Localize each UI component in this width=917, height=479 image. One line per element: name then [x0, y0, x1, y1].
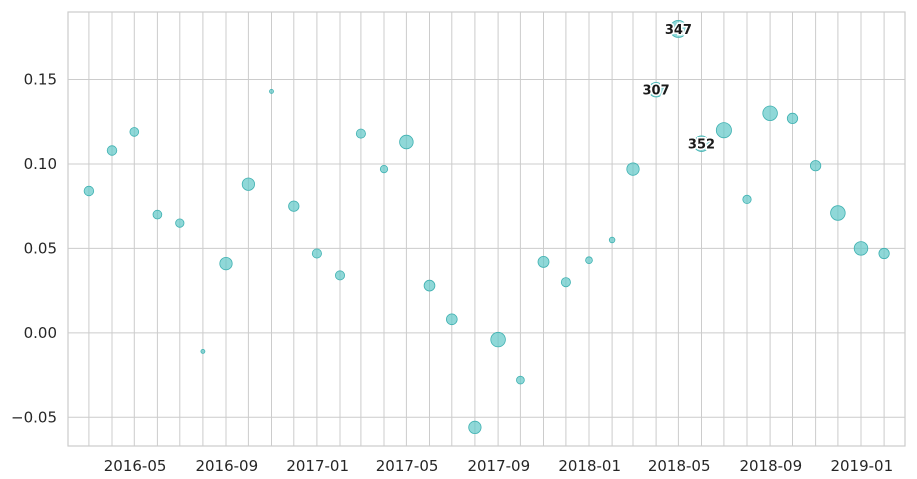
- data-label: 352: [688, 138, 715, 153]
- x-tick-label: 2017-05: [376, 457, 439, 475]
- scatter-point: [200, 348, 206, 354]
- scatter-point: [379, 165, 389, 174]
- x-tick-label: 2017-09: [467, 457, 530, 475]
- scatter-point: [445, 313, 458, 326]
- scatter-point: [786, 112, 799, 125]
- scatter-point: [288, 200, 300, 212]
- scatter-point: [762, 105, 778, 122]
- data-labels: 307 347 352: [641, 21, 717, 154]
- scatter-point: [693, 135, 710, 152]
- data-points: [83, 19, 890, 434]
- scatter-point: [648, 81, 664, 98]
- scatter-point: [608, 236, 616, 244]
- scatter-point: [175, 218, 185, 228]
- y-tick-label: 0.15: [24, 71, 57, 89]
- axes-frame: [67, 11, 906, 447]
- x-tick-label: 2019-01: [830, 457, 893, 475]
- grid: [68, 12, 905, 446]
- scatter-point: [129, 127, 140, 137]
- scatter-point: [878, 247, 890, 260]
- y-tick-label: −0.05: [11, 408, 57, 426]
- x-tick-label: 2017-01: [286, 457, 349, 475]
- scatter-point: [334, 270, 345, 281]
- x-tick-label: 2016-09: [195, 457, 258, 475]
- scatter-point: [241, 177, 255, 191]
- scatter-point: [468, 420, 482, 434]
- scatter-point: [669, 19, 688, 38]
- scatter-point: [219, 256, 233, 271]
- scatter-point: [83, 185, 95, 197]
- scatter-point: [399, 134, 414, 150]
- scatter-point: [853, 241, 869, 256]
- scatter-point: [423, 279, 436, 292]
- scatter-point: [830, 205, 846, 221]
- x-tick-label: 2016-05: [104, 457, 167, 475]
- x-tick-label: 2018-05: [648, 457, 711, 475]
- scatter-point: [537, 255, 550, 268]
- y-tick-label: 0.00: [24, 324, 57, 342]
- x-tick-label: 2018-09: [739, 457, 802, 475]
- scatter-point: [560, 277, 571, 288]
- scatter-point: [626, 162, 640, 176]
- data-label: 307: [643, 84, 670, 99]
- scatter-point: [715, 122, 732, 139]
- scatter-point: [742, 194, 752, 204]
- scatter-point: [106, 145, 118, 156]
- scatter-point: [809, 160, 822, 172]
- tick-labels: 2016-05 2016-09 2017-01 2017-05 2017-09 2018-…: [11, 71, 893, 476]
- scatter-point: [269, 89, 274, 94]
- y-tick-label: 0.05: [24, 239, 57, 257]
- data-label: 347: [665, 23, 692, 38]
- scatter-point: [355, 128, 366, 139]
- scatter-point: [311, 248, 322, 259]
- scatter-point: [585, 256, 593, 265]
- x-tick-label: 2018-01: [558, 457, 621, 475]
- scatter-point: [516, 375, 525, 385]
- y-tick-label: 0.10: [24, 155, 57, 173]
- scatter-point: [152, 209, 163, 220]
- scatter-point: [490, 331, 506, 348]
